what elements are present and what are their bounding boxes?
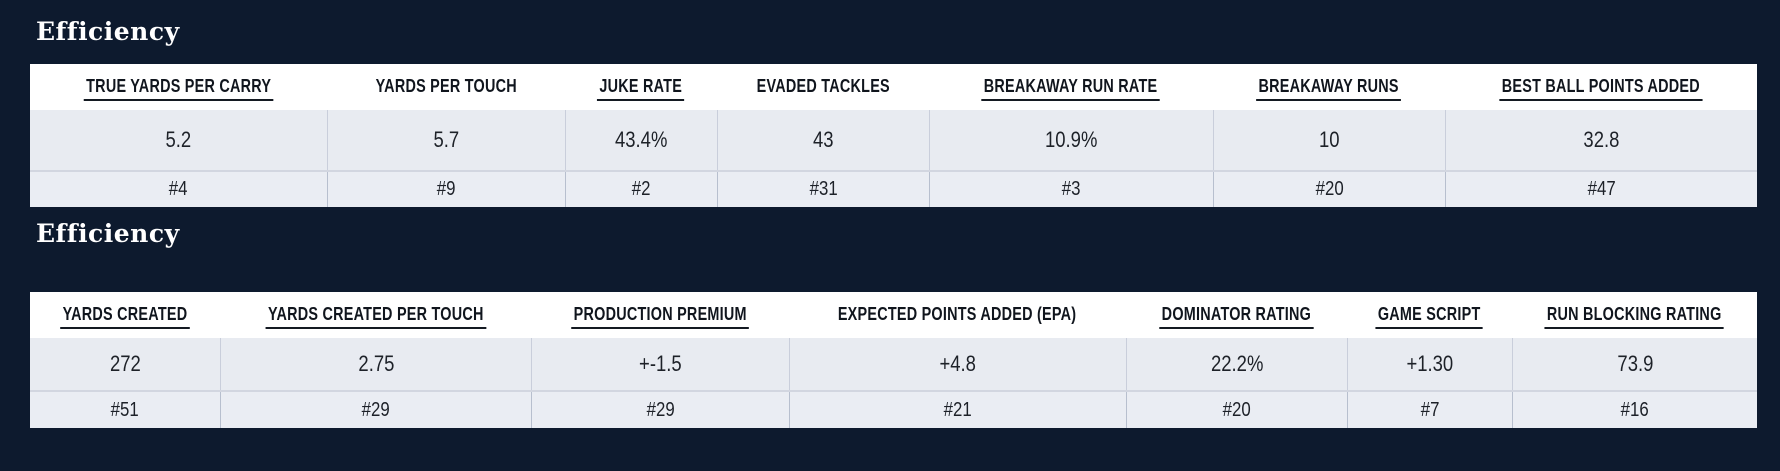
table-values-row: 272 2.75 +-1.5 +4.8 22.2% +1.30 73.9 [30,338,1757,390]
column-header-label[interactable]: JUKE RATE [597,74,685,101]
stat-rank: #7 [1420,398,1440,421]
stat-value-true-yards-per-carry: 5.2 [30,110,327,170]
column-header-label[interactable]: TRUE YARDS PER CARRY [83,74,274,101]
stat-rank: #31 [809,178,838,200]
stat-rank: #16 [1620,398,1649,421]
stat-value: +-1.5 [639,351,682,376]
stat-value: 10 [1318,127,1340,152]
stat-value: +4.8 [939,351,977,376]
stat-value-juke-rate: 43.4% [565,110,717,170]
stat-rank-best-ball-points-added: #47 [1444,172,1757,207]
column-header-game-script[interactable]: GAME SCRIPT [1347,292,1512,338]
column-header-yards-per-touch: YARDS PER TOUCH [327,64,565,110]
section-title: Efficiency [36,17,180,46]
stat-value: 43.4% [615,127,668,152]
stat-value-run-blocking-rating: 73.9 [1511,338,1757,390]
column-header-label: YARDS PER TOUCH [375,75,517,96]
stat-value: 43 [813,127,834,152]
column-header-label[interactable]: BEST BALL POINTS ADDED [1499,74,1703,101]
stat-rank: #4 [169,178,188,200]
stat-value: 73.9 [1616,351,1653,376]
stat-value-breakaway-run-rate: 10.9% [928,110,1213,170]
stat-value-evaded-tackles: 43 [716,110,929,170]
stat-rank: #9 [437,178,456,200]
stat-value: 5.2 [165,127,192,152]
stat-value-dominator-rating: 22.2% [1125,338,1347,390]
stat-value: +1.30 [1406,351,1454,376]
table-values-row: 5.2 5.7 43.4% 43 10.9% 10 32.8 [30,110,1757,170]
stat-rank: #29 [361,398,391,421]
column-header-true-yards-per-carry[interactable]: TRUE YARDS PER CARRY [30,64,327,110]
column-header-breakaway-runs[interactable]: BREAKAWAY RUNS [1213,64,1445,110]
stat-rank-true-yards-per-carry: #4 [30,172,327,207]
stat-rank: #51 [110,398,140,421]
stat-rank-breakaway-run-rate: #3 [928,172,1213,207]
stat-value: 32.8 [1583,127,1620,152]
stat-rank-game-script: #7 [1346,392,1512,428]
stat-rank: #20 [1315,178,1344,200]
stat-rank: #29 [646,398,675,421]
column-header-evaded-tackles: EVADED TACKLES [717,64,929,110]
column-header-expected-points-added-epa: EXPECTED POINTS ADDED (EPA) [789,292,1126,338]
stat-rank-juke-rate: #2 [565,172,717,207]
column-header-dominator-rating[interactable]: DOMINATOR RATING [1126,292,1347,338]
column-header-yards-created[interactable]: YARDS CREATED [30,292,220,338]
stat-rank-yards-created-per-touch: #29 [219,392,531,428]
stat-rank: #20 [1222,398,1251,421]
stat-rank: #2 [632,178,651,200]
stat-rank-evaded-tackles: #31 [716,172,929,207]
column-header-run-blocking-rating[interactable]: RUN BLOCKING RATING [1512,292,1757,338]
stat-value: 22.2% [1210,351,1264,376]
efficiency-table-advanced: YARDS CREATED YARDS CREATED PER TOUCH PROD… [30,292,1757,428]
stat-value: 2.75 [357,351,394,376]
stat-value-yards-created-per-touch: 2.75 [219,338,531,390]
efficiency-table-rushing: TRUE YARDS PER CARRY YARDS PER TOUCH JUKE … [30,64,1757,207]
stat-value-best-ball-points-added: 32.8 [1444,110,1757,170]
stat-value-breakaway-runs: 10 [1212,110,1445,170]
column-header-label[interactable]: GAME SCRIPT [1375,302,1484,329]
stat-rank: #21 [943,398,972,421]
column-header-label[interactable]: PRODUCTION PREMIUM [571,302,749,329]
table-ranks-row: #4 #9 #2 #31 #3 #20 #47 [30,170,1757,207]
stat-value-production-premium: +-1.5 [531,338,789,390]
column-header-label: EVADED TACKLES [756,75,890,96]
column-header-label[interactable]: BREAKAWAY RUNS [1256,74,1402,101]
section-title: Efficiency [36,219,180,248]
column-header-label[interactable]: YARDS CREATED PER TOUCH [265,302,486,329]
column-header-breakaway-run-rate[interactable]: BREAKAWAY RUN RATE [929,64,1213,110]
stat-rank: #47 [1587,178,1616,200]
stat-rank-expected-points-added-epa: #21 [789,392,1126,428]
stat-value-yards-created: 272 [30,338,220,390]
stat-value-game-script: +1.30 [1346,338,1512,390]
stat-rank: #3 [1061,178,1081,200]
column-header-best-ball-points-added[interactable]: BEST BALL POINTS ADDED [1445,64,1757,110]
column-header-label[interactable]: YARDS CREATED [60,302,190,329]
column-header-juke-rate[interactable]: JUKE RATE [565,64,717,110]
column-header-label: EXPECTED POINTS ADDED (EPA) [838,303,1077,324]
stat-value: 272 [109,351,141,376]
column-header-label[interactable]: BREAKAWAY RUN RATE [981,74,1161,101]
table-header-row: TRUE YARDS PER CARRY YARDS PER TOUCH JUKE … [30,64,1757,110]
column-header-yards-created-per-touch[interactable]: YARDS CREATED PER TOUCH [220,292,531,338]
stat-value: 10.9% [1045,127,1098,152]
column-header-label[interactable]: RUN BLOCKING RATING [1544,302,1725,329]
stat-value: 5.7 [433,127,460,152]
table-header-row: YARDS CREATED YARDS CREATED PER TOUCH PROD… [30,292,1757,338]
table-ranks-row: #51 #29 #29 #21 #20 #7 #16 [30,390,1757,428]
stat-rank-run-blocking-rating: #16 [1511,392,1757,428]
stat-value-expected-points-added-epa: +4.8 [789,338,1126,390]
stat-rank-production-premium: #29 [531,392,789,428]
stat-value-yards-per-touch: 5.7 [327,110,565,170]
stat-rank-yards-per-touch: #9 [327,172,565,207]
column-header-production-premium[interactable]: PRODUCTION PREMIUM [531,292,789,338]
column-header-label[interactable]: DOMINATOR RATING [1159,302,1314,329]
stat-rank-breakaway-runs: #20 [1212,172,1445,207]
stat-rank-dominator-rating: #20 [1125,392,1347,428]
stat-rank-yards-created: #51 [30,392,220,428]
